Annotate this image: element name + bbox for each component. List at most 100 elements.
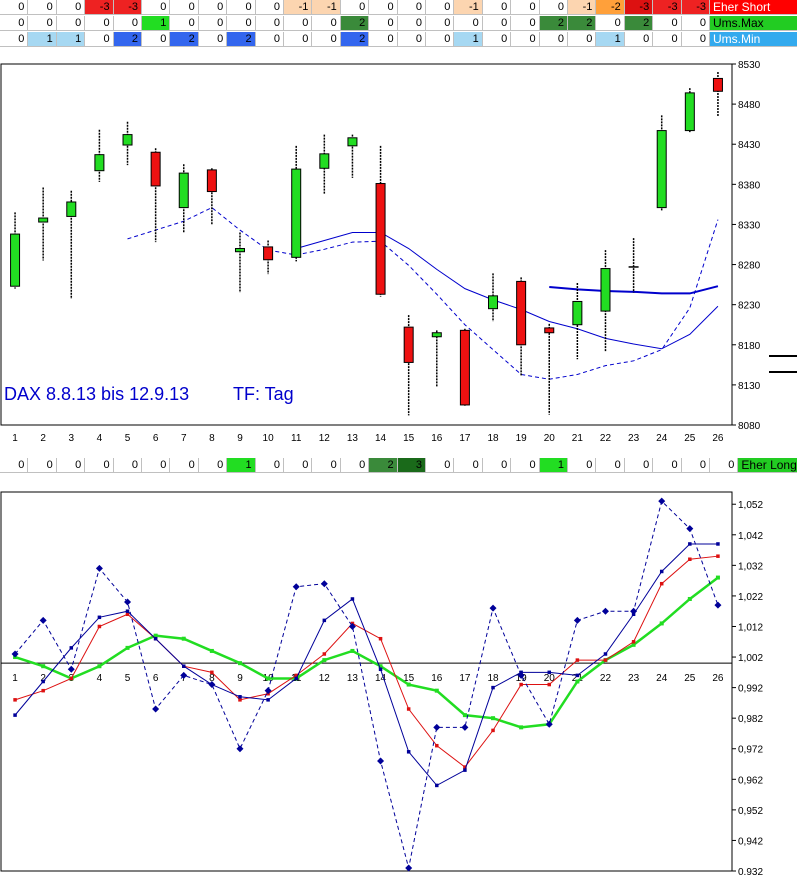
series-line xyxy=(14,500,719,869)
y-tick-label: 0,952 xyxy=(738,806,763,817)
series-point xyxy=(714,601,722,609)
indicator-cell: 0 xyxy=(255,16,284,31)
indicator-cell: 0 xyxy=(511,16,540,31)
series-point xyxy=(573,616,581,624)
indicator-cell: 0 xyxy=(255,32,284,47)
indicator-cell: 0 xyxy=(681,32,710,47)
x-tick-label: 8 xyxy=(209,673,215,684)
x-tick-label: 17 xyxy=(459,673,471,684)
candle-body xyxy=(403,326,414,363)
indicator-cell: 0 xyxy=(113,458,142,473)
series-point xyxy=(97,615,102,620)
y-tick-label: 8180 xyxy=(738,341,761,352)
indicator-cell: 2 xyxy=(369,458,398,473)
series-point xyxy=(320,580,328,588)
series-point xyxy=(687,596,692,601)
series-point xyxy=(491,685,495,690)
indicator-cell: 0 xyxy=(710,458,739,473)
plot-area xyxy=(0,63,733,426)
indicator-cell: -1 xyxy=(568,0,597,15)
candle xyxy=(572,283,583,360)
series-point xyxy=(322,652,327,656)
indicator-row: 0 0 0 -3 -3 0 0 0 0 0 -1 -1 0 0 0 0 -1 0 0 0 -1 -2 -3 -3 -3 Eher … xyxy=(0,0,797,16)
series-point xyxy=(238,698,242,702)
series-point xyxy=(406,682,411,687)
series-point xyxy=(517,671,525,679)
x-tick-label: 4 xyxy=(97,433,103,444)
x-tick-label: 4 xyxy=(97,673,103,684)
series-point xyxy=(575,673,580,678)
indicator-cell: 0 xyxy=(482,16,512,31)
x-tick-label: 26 xyxy=(712,433,724,444)
indicator-cell: 0 xyxy=(56,16,86,31)
indicator-cell: 0 xyxy=(28,458,57,473)
series-point xyxy=(237,661,242,666)
indicator-cell: 3 xyxy=(397,458,426,473)
indicator-cell: -3 xyxy=(653,0,682,15)
series-point xyxy=(489,604,497,612)
indicator-cell: 0 xyxy=(255,458,284,473)
candle-body xyxy=(234,248,245,253)
indicator-cell: 0 xyxy=(681,16,710,31)
x-tick-label: 25 xyxy=(684,673,696,684)
indicator-cell: 1 xyxy=(142,16,171,31)
indicator-cell: 0 xyxy=(511,458,540,473)
candle xyxy=(291,145,302,262)
x-tick-label: 3 xyxy=(69,433,75,444)
y-tick-label: 8130 xyxy=(738,381,761,392)
series-point xyxy=(406,707,411,711)
series-point xyxy=(378,667,383,672)
y-tick-label: 1,002 xyxy=(738,653,763,664)
x-tick-label: 9 xyxy=(237,673,243,684)
x-tick-label: 14 xyxy=(375,673,387,684)
series-point xyxy=(405,864,413,872)
indicator-cell: 0 xyxy=(198,16,228,31)
candle xyxy=(544,323,555,415)
series-point xyxy=(658,497,666,505)
indicator-cell: 0 xyxy=(681,458,710,473)
indicator-cell: 0 xyxy=(397,32,426,47)
indicator-cell: 0 xyxy=(198,458,228,473)
indicator-cell: -1 xyxy=(284,0,313,15)
series-point xyxy=(41,664,46,669)
series-point xyxy=(603,658,608,662)
x-tick-label: 14 xyxy=(375,433,387,444)
x-tick-label: 15 xyxy=(403,673,415,684)
series-point xyxy=(39,616,47,624)
y-tick-label: 1,042 xyxy=(738,531,763,542)
series-point xyxy=(519,682,523,687)
candle xyxy=(319,134,330,194)
indicator-cell: 1 xyxy=(56,32,86,47)
indicator-cell: 1 xyxy=(28,32,57,47)
indicator-cell: 0 xyxy=(454,458,483,473)
series-point xyxy=(547,682,551,687)
x-tick-label: 17 xyxy=(459,433,471,444)
indicator-row-label: Eher Long xyxy=(738,458,797,473)
indicator-cell: 0 xyxy=(28,16,57,31)
indicator-cell: 0 xyxy=(85,16,114,31)
candle xyxy=(516,277,527,377)
x-tick-label: 13 xyxy=(347,673,359,684)
candle xyxy=(234,232,245,293)
x-tick-label: 20 xyxy=(544,673,556,684)
indicator-cell: 0 xyxy=(142,0,171,15)
indicator-cell: 0 xyxy=(397,16,426,31)
series-point xyxy=(266,698,270,702)
series-point xyxy=(603,652,608,656)
series-point xyxy=(69,646,74,650)
series-point xyxy=(461,723,469,731)
series-point xyxy=(182,664,186,668)
series-point xyxy=(152,705,160,713)
indicator-cell: 0 xyxy=(482,458,512,473)
indicator-cell: 0 xyxy=(397,0,426,15)
indicator-cell: 0 xyxy=(227,0,256,15)
indicator-cell: 0 xyxy=(312,458,341,473)
indicator-cell: 0 xyxy=(56,0,86,15)
x-tick-label: 19 xyxy=(516,433,528,444)
indicator-cell: 0 xyxy=(170,0,199,15)
indicator-cell: 0 xyxy=(596,16,625,31)
series-point xyxy=(434,688,439,693)
series-point xyxy=(210,670,214,675)
series-point xyxy=(67,665,75,673)
series-point xyxy=(659,581,664,586)
